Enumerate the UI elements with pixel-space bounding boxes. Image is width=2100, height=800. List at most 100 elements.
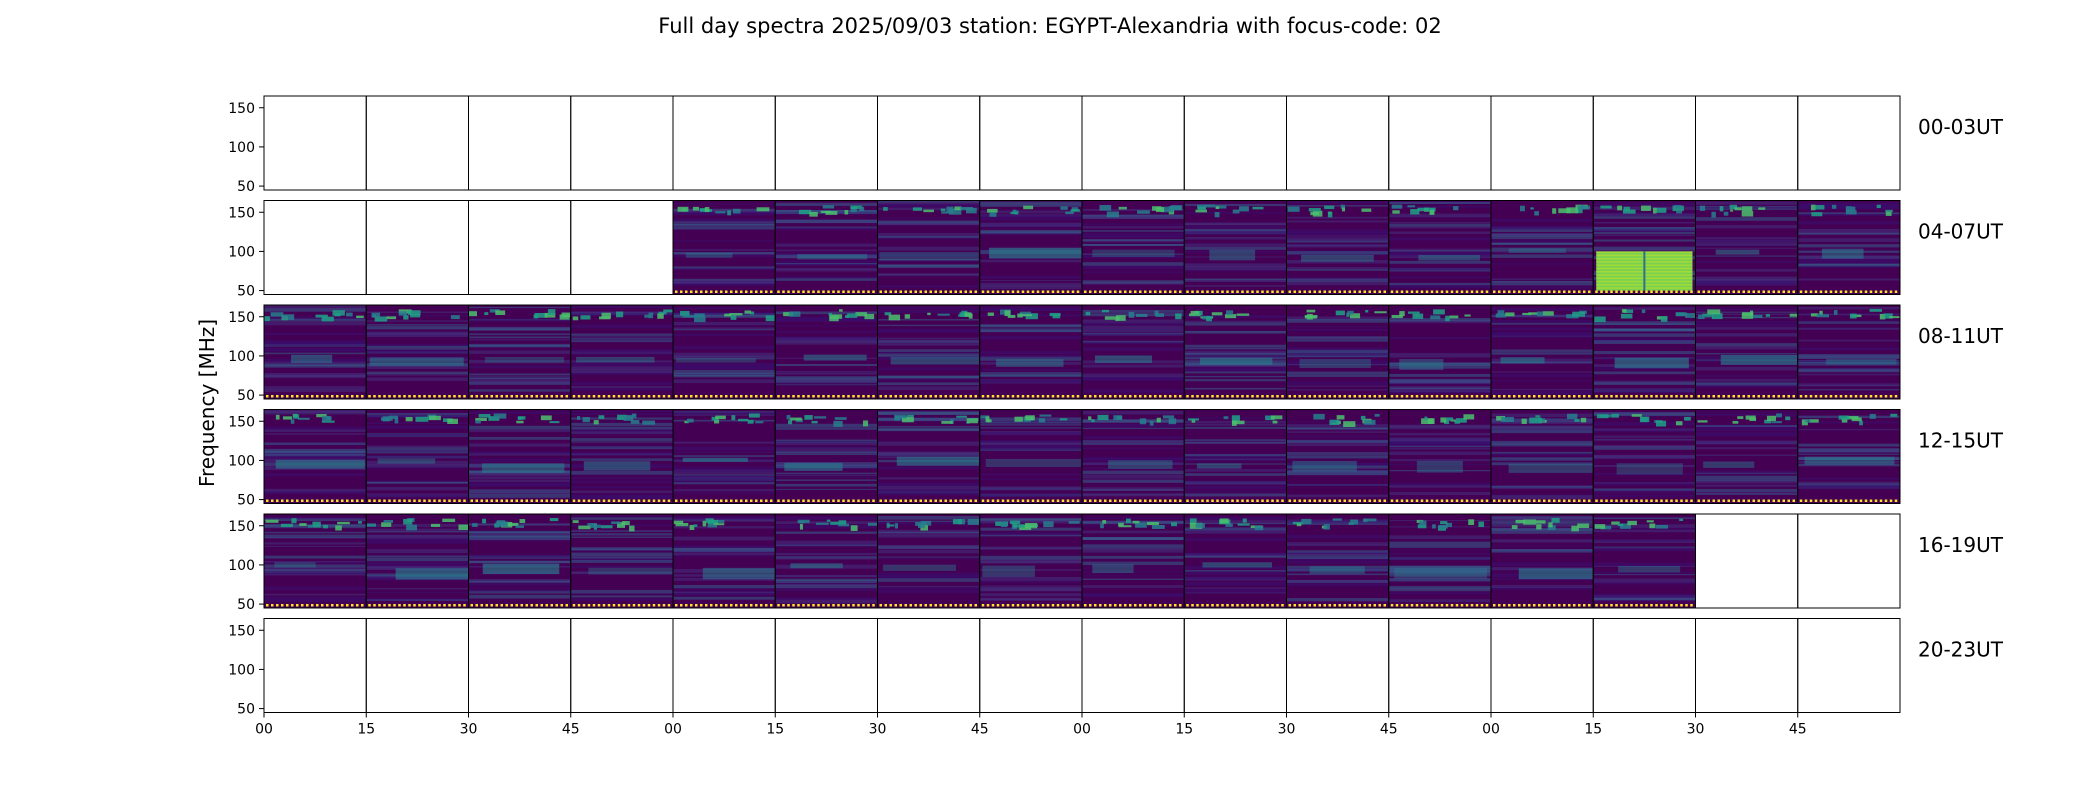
empty-panel bbox=[1286, 95, 1390, 191]
spectrum-panel bbox=[1183, 513, 1287, 609]
spectrum-panel bbox=[1286, 304, 1390, 400]
y-tick-label: 100 bbox=[228, 662, 255, 678]
row-label: 12-15UT bbox=[1918, 429, 2004, 453]
spectra-row: 150 100 50 12-15UT bbox=[228, 409, 2004, 509]
x-tick-label: 15 bbox=[357, 722, 375, 738]
x-tick-label: 30 bbox=[1278, 722, 1296, 738]
empty-panel bbox=[1490, 618, 1594, 713]
x-tick-label: 00 bbox=[1482, 722, 1500, 738]
row-label: 08-11UT bbox=[1918, 324, 2004, 348]
spectrum-panel bbox=[1695, 200, 1799, 295]
x-tick-label: 00 bbox=[1073, 722, 1091, 738]
spectrum-panel bbox=[1592, 409, 1696, 504]
spectrum-panel bbox=[979, 304, 1083, 400]
empty-panel bbox=[1695, 95, 1799, 191]
empty-panel bbox=[263, 200, 367, 295]
empty-panel bbox=[774, 95, 878, 191]
y-tick-label: 150 bbox=[228, 310, 255, 326]
x-tick-label: 15 bbox=[766, 722, 784, 738]
spectrum-panel bbox=[877, 513, 981, 609]
spectrum-panel bbox=[570, 304, 676, 400]
spectrum-panel bbox=[1388, 304, 1492, 400]
empty-panel bbox=[468, 200, 572, 295]
y-tick-label: 50 bbox=[237, 388, 255, 404]
spectrum-panel bbox=[1183, 304, 1287, 400]
empty-panel bbox=[672, 618, 776, 713]
empty-panel bbox=[877, 95, 981, 191]
spectrum-panel bbox=[1797, 304, 1901, 400]
spectrum-panel bbox=[1183, 200, 1287, 295]
row-label: 04-07UT bbox=[1918, 220, 2004, 244]
spectrum-panel bbox=[1592, 513, 1696, 609]
spectrum-panel bbox=[570, 513, 685, 609]
spectrum-panel bbox=[1592, 304, 1697, 400]
row-label: 00-03UT bbox=[1918, 115, 2004, 139]
chart-title: Full day spectra 2025/09/03 station: EGY… bbox=[658, 14, 1441, 38]
y-tick-label: 50 bbox=[237, 493, 255, 509]
spectrum-panel bbox=[1490, 409, 1609, 504]
empty-panel bbox=[570, 200, 674, 295]
y-tick-label: 150 bbox=[228, 205, 255, 221]
spectrum-panel bbox=[774, 409, 878, 504]
x-tick-label: 45 bbox=[1789, 722, 1807, 738]
x-tick-label: 45 bbox=[562, 722, 580, 738]
x-tick-label: 30 bbox=[1687, 722, 1705, 738]
spectrum-panel bbox=[1388, 409, 1492, 504]
spectrum-panel bbox=[263, 409, 367, 504]
spectrum-panel bbox=[365, 513, 497, 609]
spectrum-panel bbox=[1490, 513, 1611, 609]
row-label: 20-23UT bbox=[1918, 638, 2004, 662]
empty-panel bbox=[1797, 513, 1901, 609]
empty-panel bbox=[1388, 95, 1492, 191]
empty-panel bbox=[1081, 95, 1185, 191]
empty-panel bbox=[1695, 513, 1799, 609]
empty-panel bbox=[1183, 618, 1287, 713]
spectrum-panel bbox=[570, 409, 674, 504]
y-tick-label: 100 bbox=[228, 140, 255, 156]
spectrum-panel bbox=[979, 200, 1089, 295]
empty-panel bbox=[877, 618, 981, 713]
spectrum-panel bbox=[1286, 409, 1390, 504]
spectrum-panel bbox=[468, 513, 572, 609]
spectrum-panel bbox=[877, 409, 994, 504]
spectrum-panel bbox=[979, 513, 1083, 609]
spectrum-panel bbox=[1183, 409, 1287, 504]
spectrum-panel bbox=[263, 513, 367, 609]
spectrum-panel bbox=[672, 304, 776, 400]
y-axis-label: Frequency [MHz] bbox=[195, 319, 219, 487]
x-tick-label: 15 bbox=[1584, 722, 1602, 738]
spectrum-panel bbox=[774, 200, 878, 295]
y-tick-label: 100 bbox=[228, 558, 255, 574]
y-tick-label: 150 bbox=[228, 623, 255, 639]
spectrum-panel bbox=[365, 409, 469, 504]
empty-panel bbox=[570, 95, 674, 191]
spectrum-panel bbox=[468, 409, 572, 504]
spectra-row: 150 100 50 08-11UT bbox=[228, 304, 2004, 404]
empty-panel bbox=[1797, 95, 1901, 191]
y-tick-label: 50 bbox=[237, 597, 255, 613]
x-axis: 00 15 30 45 00 15 30 45 00 15 30 45 00 15 30 45 bbox=[255, 712, 1807, 738]
spectrum-panel bbox=[1490, 200, 1594, 295]
empty-panel bbox=[365, 618, 469, 713]
empty-panel bbox=[979, 95, 1083, 191]
x-tick-label: 00 bbox=[255, 722, 273, 738]
empty-panel bbox=[365, 200, 469, 295]
empty-panel bbox=[1388, 618, 1492, 713]
y-tick-label: 150 bbox=[228, 101, 255, 117]
spectrum-panel bbox=[774, 513, 878, 609]
empty-panel bbox=[774, 618, 878, 713]
spectrum-panel bbox=[1081, 513, 1185, 609]
x-tick-label: 45 bbox=[1380, 722, 1398, 738]
y-tick-label: 100 bbox=[228, 349, 255, 365]
spectra-row: 150 100 50 04-07UT bbox=[228, 200, 2004, 300]
spectrum-panel bbox=[1695, 409, 1799, 504]
spectrum-panel bbox=[979, 409, 1083, 504]
empty-panel bbox=[1081, 618, 1185, 713]
x-tick-label: 30 bbox=[460, 722, 478, 738]
empty-panel bbox=[979, 618, 1083, 713]
spectrum-panel bbox=[1490, 304, 1594, 400]
empty-panel bbox=[1183, 95, 1287, 191]
spectrum-panel bbox=[1286, 513, 1390, 609]
empty-panel bbox=[365, 95, 469, 191]
